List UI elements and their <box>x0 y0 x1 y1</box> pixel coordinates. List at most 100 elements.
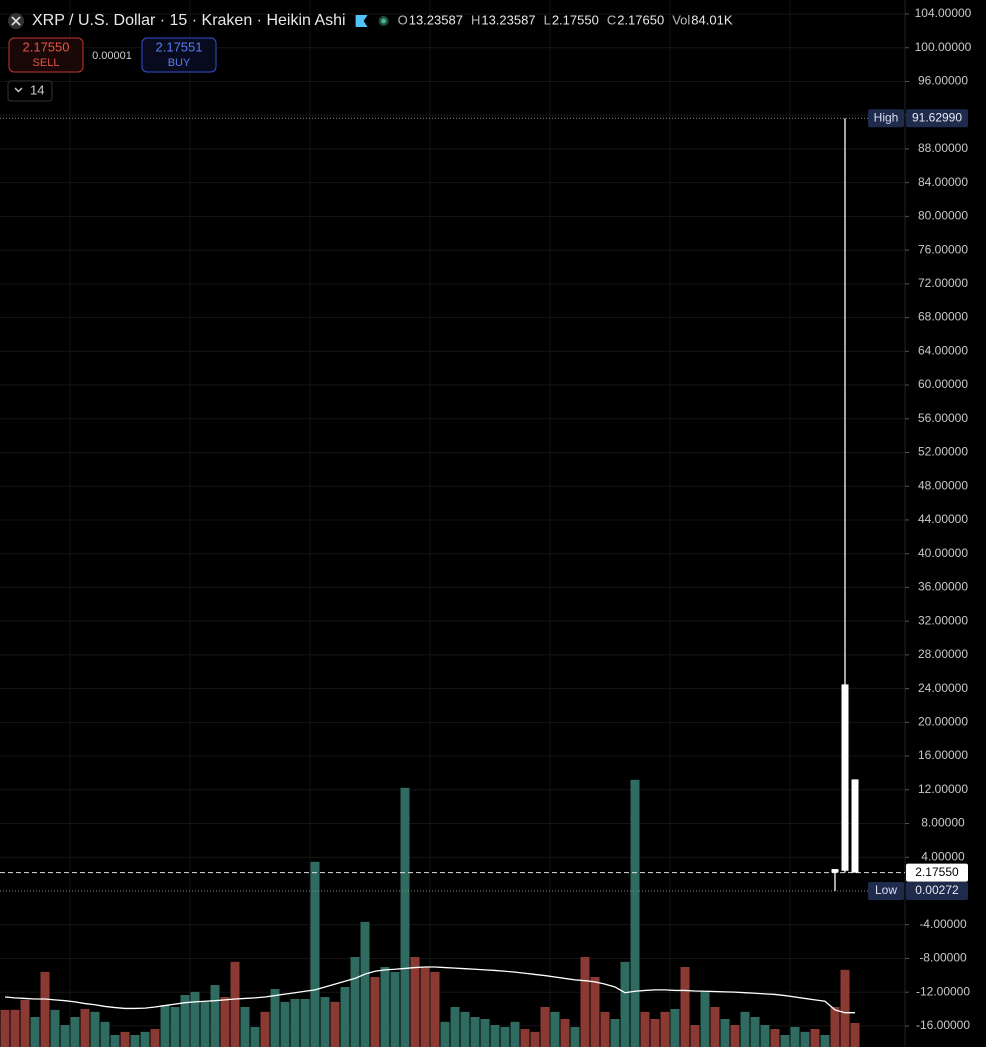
high-key-box <box>868 109 904 128</box>
volume-ma-line <box>4 966 855 1014</box>
volume-bar <box>10 1009 20 1047</box>
volume-bar <box>160 1004 170 1047</box>
volume-bar <box>340 986 350 1047</box>
ohlc-value: 13.23587 <box>481 12 535 27</box>
volume-bar <box>210 984 220 1047</box>
volume-bar <box>260 1011 270 1047</box>
volume-bar <box>480 1018 490 1047</box>
volume-bar <box>780 1034 790 1047</box>
volume-bar <box>630 779 640 1047</box>
header: XRP / U.S. Dollar · 15 · Kraken · Heikin… <box>8 12 733 29</box>
volume-bar <box>140 1031 150 1047</box>
volume-bar <box>730 1024 740 1047</box>
y-tick-label: 44.00000 <box>918 512 968 526</box>
volume-bar <box>50 1009 60 1047</box>
y-tick-label: 32.00000 <box>918 613 968 627</box>
y-tick-label: 36.00000 <box>918 580 968 594</box>
indicator-toggle[interactable] <box>7 80 53 102</box>
volume-bar <box>490 1024 500 1047</box>
candle-body <box>851 779 859 873</box>
volume-bar <box>230 961 240 1047</box>
volume-bar <box>150 1028 160 1047</box>
volume-bar <box>610 1018 620 1047</box>
last-price-value: 2.17550 <box>915 865 959 879</box>
volume-bar <box>120 1031 130 1047</box>
volume-bar <box>170 1006 180 1047</box>
ohlc-key: H <box>471 12 480 27</box>
y-tick-label: 64.00000 <box>918 343 968 357</box>
volume-bar <box>330 1001 340 1047</box>
sell-label: SELL <box>33 57 60 69</box>
volume-bar <box>820 1034 830 1047</box>
y-tick-label: -8.00000 <box>919 951 967 965</box>
volume-bar <box>90 1011 100 1047</box>
y-tick-label: 76.00000 <box>918 242 968 256</box>
volume-bar <box>500 1026 510 1047</box>
volume-bar <box>300 998 310 1047</box>
volume-bar <box>0 1009 10 1047</box>
volume-bar <box>390 971 400 1047</box>
volume-bar <box>130 1034 140 1047</box>
y-tick-label: 52.00000 <box>918 445 968 459</box>
y-tick-label: -12.00000 <box>916 984 970 998</box>
close-icon <box>11 16 21 26</box>
volume-bar <box>440 1021 450 1047</box>
volume-bar <box>220 996 230 1047</box>
volume-bar <box>240 1006 250 1047</box>
last-price-value-box <box>906 863 968 882</box>
volume-bar <box>850 1022 860 1047</box>
volume-bar <box>540 1006 550 1047</box>
volume-bar <box>250 1026 260 1047</box>
low-key-box <box>868 881 904 900</box>
volume-bar <box>20 999 30 1047</box>
volume-bar <box>310 861 320 1047</box>
volume-bar <box>560 1018 570 1047</box>
ohlc-value: 2.17550 <box>552 12 599 27</box>
volume-bar <box>320 996 330 1047</box>
volume-bar <box>650 1018 660 1047</box>
high-value-box <box>906 109 968 128</box>
y-tick-label: 12.00000 <box>918 782 968 796</box>
volume-bar <box>420 966 430 1047</box>
buy-price: 2.17551 <box>156 39 203 54</box>
ohlc-value: 13.23587 <box>409 12 463 27</box>
y-tick-label: 88.00000 <box>918 141 968 155</box>
volume-bar <box>580 956 590 1047</box>
volume-bar <box>830 1006 840 1047</box>
volume-bar <box>640 1011 650 1047</box>
y-tick-label: 104.00000 <box>915 6 972 20</box>
ohlc-key: L <box>544 12 551 27</box>
spread: 0.00001 <box>92 50 132 62</box>
volume-bar <box>70 1016 80 1047</box>
sell-price: 2.17550 <box>23 39 70 54</box>
volume-bar <box>410 956 420 1047</box>
y-tick-label: 28.00000 <box>918 647 968 661</box>
volume-bar <box>470 1016 480 1047</box>
volume-bar <box>800 1031 810 1047</box>
ma-length: 14 <box>30 82 44 97</box>
volume-bar <box>720 1018 730 1047</box>
volume-bar <box>810 1028 820 1047</box>
volume-bar <box>280 1001 290 1047</box>
volume-bar <box>790 1026 800 1047</box>
ohlc-key: O <box>398 12 408 27</box>
low-key: Low <box>875 883 897 897</box>
volume-bar <box>110 1034 120 1047</box>
buy-button[interactable] <box>141 37 217 73</box>
y-tick-label: 80.00000 <box>918 209 968 223</box>
volume-bar <box>460 1011 470 1047</box>
volume-bar <box>370 976 380 1047</box>
volume-bar <box>760 1024 770 1047</box>
high-value: 91.62990 <box>912 110 962 124</box>
status-dot-inner <box>381 18 387 24</box>
ohlc-value: 2.17650 <box>617 12 664 27</box>
y-tick-label: 8.00000 <box>921 816 965 830</box>
volume-bar <box>200 1001 210 1047</box>
volume-bar <box>520 1028 530 1047</box>
volume-bar <box>620 961 630 1047</box>
vertical-grid <box>69 0 791 1047</box>
volume-bar <box>750 1016 760 1047</box>
sell-button[interactable] <box>8 37 84 73</box>
volume-bar <box>80 1008 90 1047</box>
